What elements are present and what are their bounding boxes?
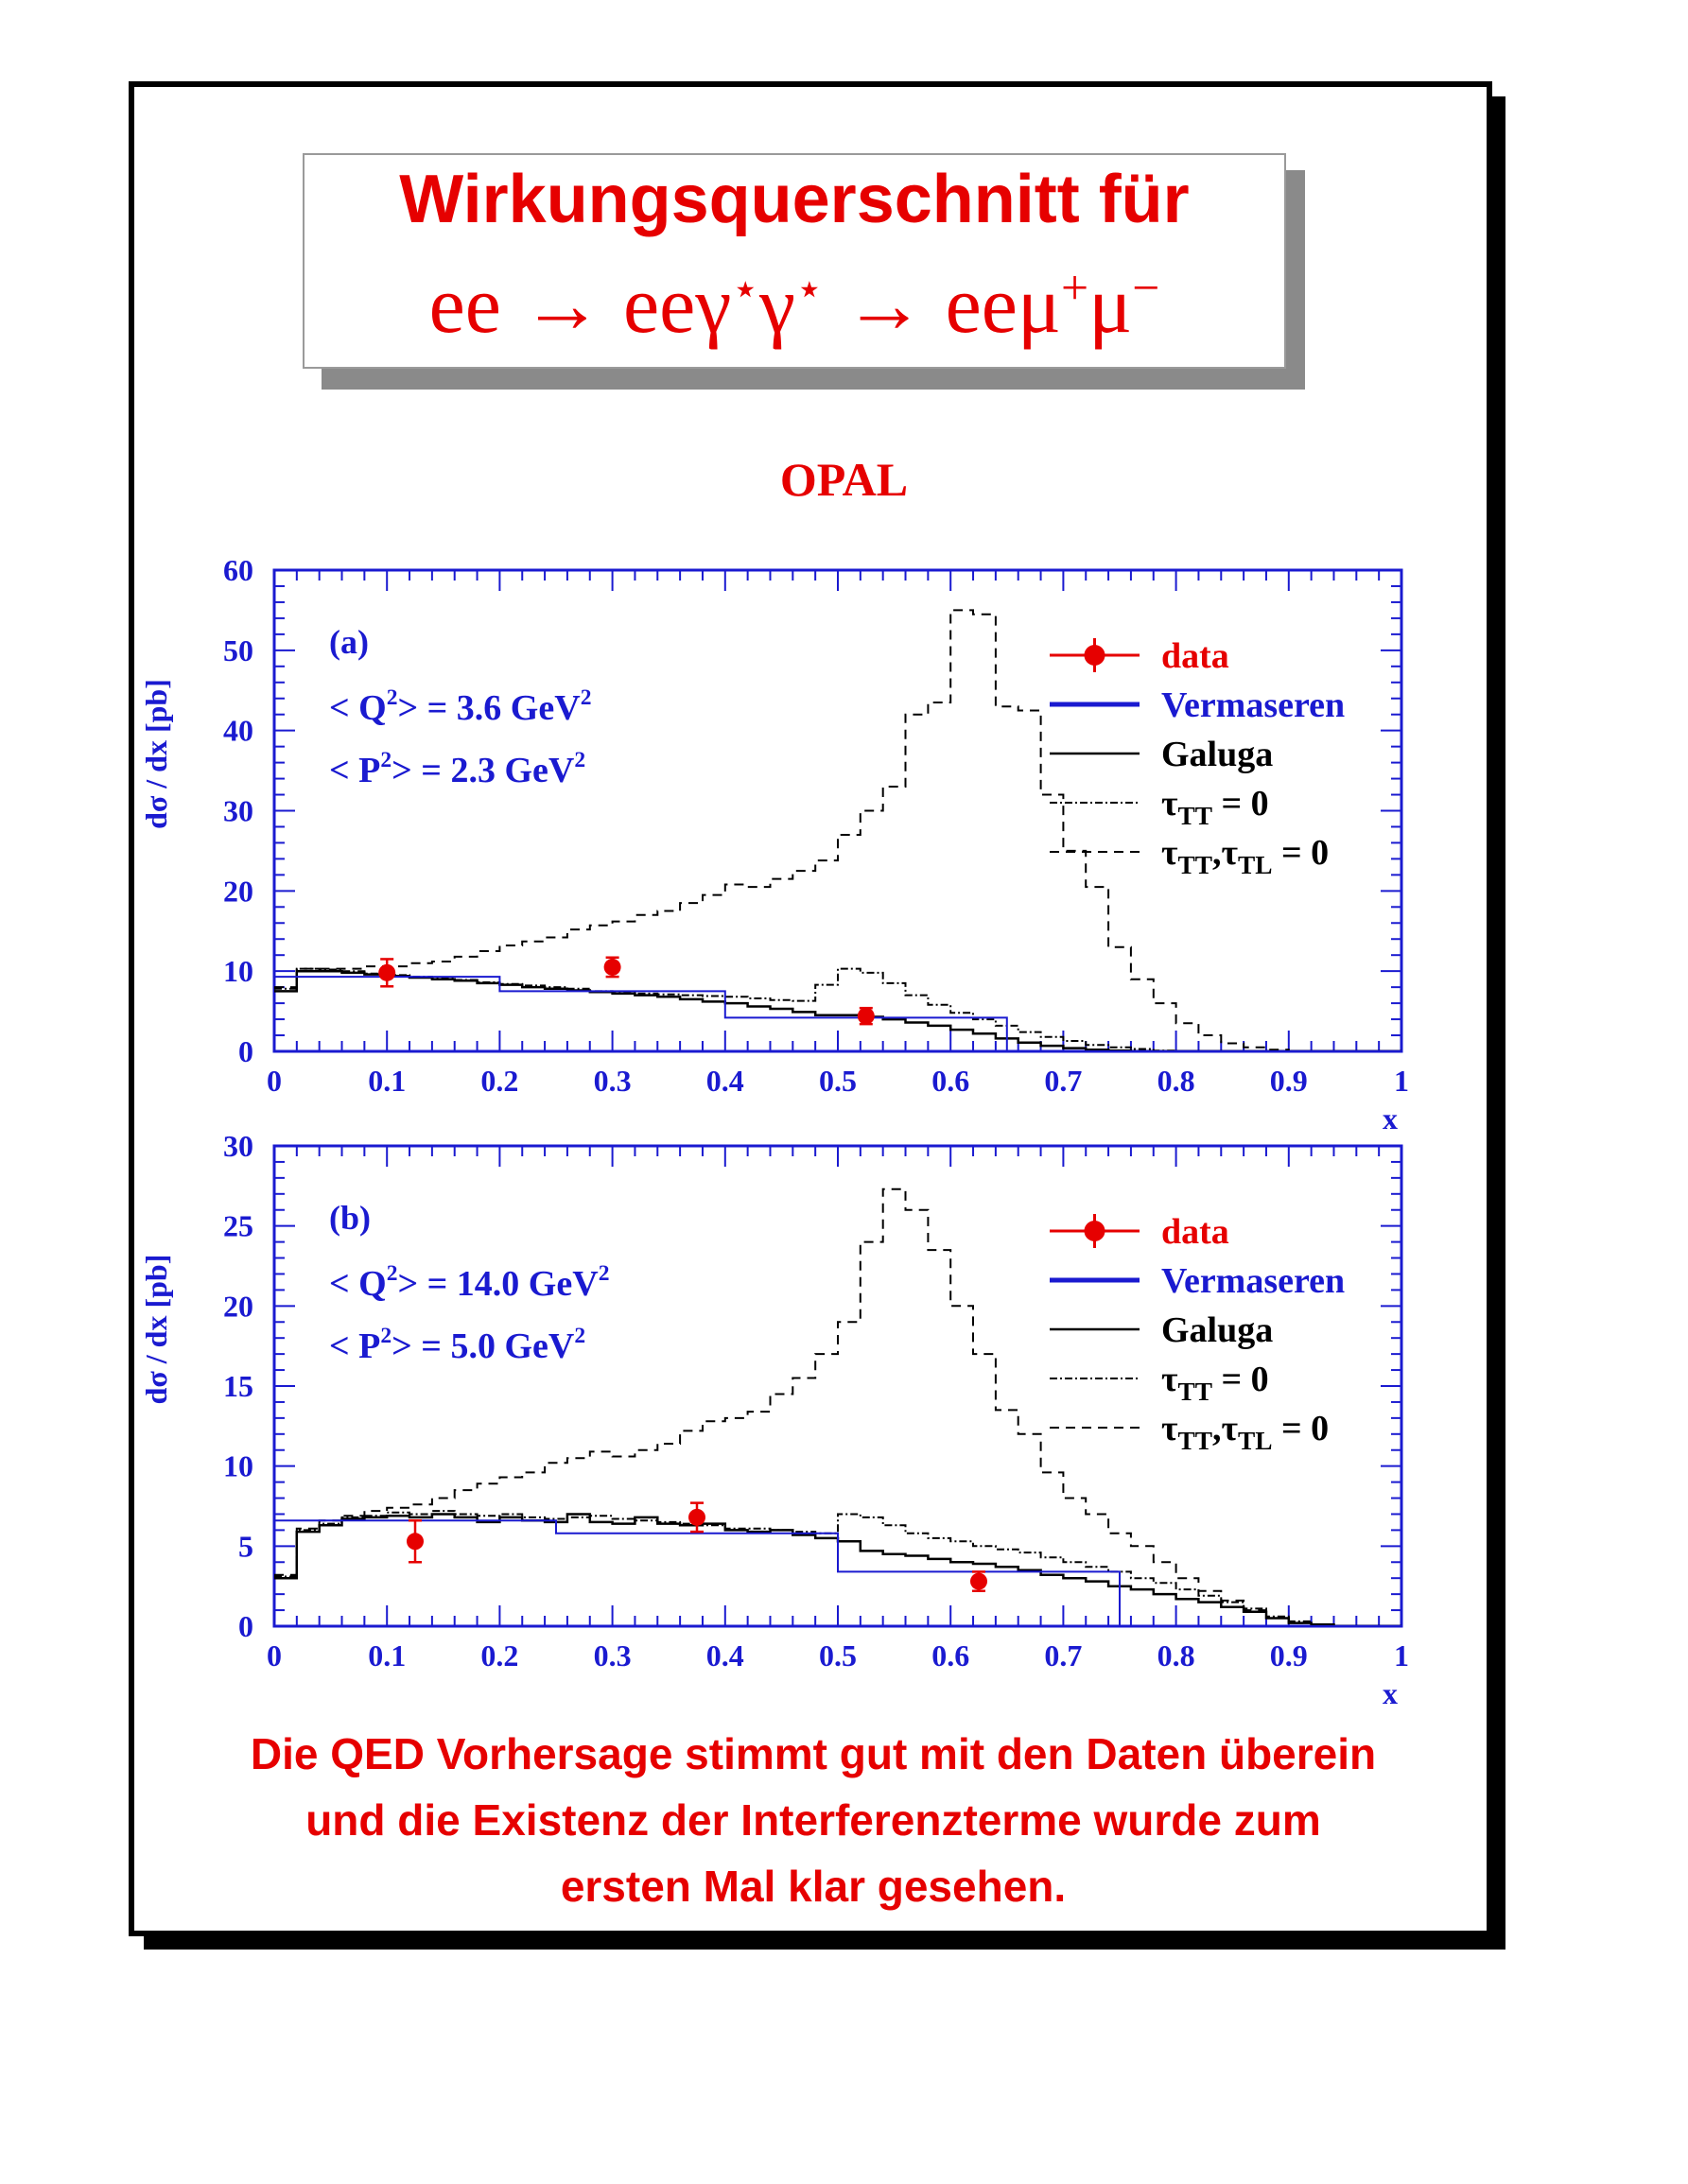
kinematics-label: < Q2> = 14.0 GeV2 [329, 1261, 609, 1304]
y-tick-label: 40 [223, 714, 253, 748]
y-tick-label: 15 [223, 1369, 253, 1403]
plot-area [274, 1187, 1401, 1626]
x-tick-label: 1 [1394, 1638, 1409, 1673]
plot-frame [272, 568, 1403, 1053]
y-tick-label: 10 [223, 954, 253, 988]
series-vermaseren [274, 976, 1401, 1051]
legend-data-marker [1084, 1221, 1105, 1241]
y-tick-label: 10 [223, 1449, 253, 1483]
footer-line-1: Die QED Vorhersage stimmt gut mit den Da… [250, 1729, 1377, 1778]
x-tick-label: 0.7 [1044, 1638, 1082, 1673]
x-tick-label: 0.6 [931, 1064, 969, 1098]
series-tau-tt-tl [274, 1187, 1401, 1626]
series-tau-tt [274, 967, 1401, 1051]
legend-galuga-label: Galuga [1161, 735, 1273, 774]
x-tick-label: 0.4 [706, 1638, 744, 1673]
title-reaction-end: → eeμ [823, 259, 1062, 350]
y-tick-label: 25 [223, 1209, 253, 1243]
x-tick-label: 0.2 [480, 1638, 518, 1673]
footer-line-2: und die Existenz der Interferenzterme wu… [305, 1795, 1321, 1845]
y-tick-label: 5 [238, 1529, 253, 1563]
x-tick-label: 0.1 [368, 1064, 406, 1098]
chart-panel-a: 0 0.1 0.2 0.3 0.4 0.5 0.6 0.7 0.8 0.9 101020304050… [139, 553, 1409, 1135]
legend-data-label: data [1161, 1212, 1229, 1252]
x-tick-label: 0.3 [594, 1064, 632, 1098]
plot-frame [272, 1144, 1403, 1628]
kinematics-label: < P2> = 2.3 GeV2 [329, 748, 585, 790]
y-tick-label: 30 [223, 1129, 253, 1163]
legend-vermaseren-label: Vermaseren [1161, 1261, 1345, 1301]
y-tick-label: 20 [223, 1289, 253, 1323]
x-tick-label: 0.8 [1157, 1064, 1195, 1098]
data-point [970, 1572, 987, 1590]
x-tick-label: 0.7 [1044, 1064, 1082, 1098]
footer-text: Die QED Vorhersage stimmt gut mit den Da… [142, 1721, 1485, 1919]
title-star-2: ⋆ [794, 265, 824, 315]
series-tau-tt-tl [274, 609, 1401, 1051]
legend-tau-tt-label: τTT = 0 [1161, 784, 1269, 830]
y-tick-label: 0 [238, 1034, 253, 1068]
x-tick-label: 0 [267, 1064, 282, 1098]
legend-data-label: data [1161, 636, 1229, 676]
panel-label: (b) [329, 1199, 371, 1237]
x-tick-label: 1 [1394, 1064, 1409, 1098]
kinematics-label: < Q2> = 3.6 GeV2 [329, 685, 591, 728]
chart-panel-b: 0 0.1 0.2 0.3 0.4 0.5 0.6 0.7 0.8 0.9 105101520253… [139, 1129, 1409, 1710]
x-axis-label: x [1383, 1676, 1398, 1710]
x-tick-label: 0.9 [1270, 1638, 1308, 1673]
x-tick-label: 0.9 [1270, 1064, 1308, 1098]
y-tick-label: 0 [238, 1609, 253, 1643]
x-tick-label: 0.5 [819, 1064, 857, 1098]
y-tick-label: 30 [223, 794, 253, 828]
panel-label: (a) [329, 623, 369, 661]
data-point [688, 1508, 705, 1526]
series-galuga [274, 969, 1401, 1051]
title-mu-2: μ [1088, 259, 1133, 350]
x-tick-label: 0.3 [594, 1638, 632, 1673]
title-line-1: Wirkungsquerschnitt für [399, 162, 1190, 237]
kinematics-label: < P2> = 5.0 GeV2 [329, 1324, 585, 1366]
x-tick-label: 0.2 [480, 1064, 518, 1098]
legend-tau-tt-tl-label: τTT,τTL = 0 [1161, 833, 1329, 879]
x-tick-label: 0 [267, 1638, 282, 1673]
x-tick-label: 0.4 [706, 1064, 744, 1098]
y-tick-label: 50 [223, 633, 253, 667]
title-mu-minus: − [1132, 261, 1160, 316]
x-tick-label: 0.8 [1157, 1638, 1195, 1673]
title-mu-plus: + [1061, 261, 1089, 316]
data-point [603, 958, 621, 976]
footer-line-3: ersten Mal klar gesehen. [560, 1862, 1067, 1911]
y-axis-label: dσ / dx [pb] [139, 679, 173, 829]
experiment-label: OPAL [779, 453, 909, 506]
data-point [407, 1533, 424, 1551]
y-tick-label: 60 [223, 553, 253, 587]
x-tick-label: 0.1 [368, 1638, 406, 1673]
legend-tau-tt-tl-label: τTT,τTL = 0 [1161, 1409, 1329, 1455]
legend-galuga-label: Galuga [1161, 1310, 1273, 1350]
x-tick-label: 0.5 [819, 1638, 857, 1673]
legend-tau-tt-label: τTT = 0 [1161, 1360, 1269, 1406]
legend-vermaseren-label: Vermaseren [1161, 685, 1345, 725]
series-vermaseren [274, 1519, 1401, 1626]
y-tick-label: 20 [223, 874, 253, 908]
data-point [857, 1007, 875, 1025]
title-star-1: ⋆ [731, 265, 759, 315]
series-galuga [274, 1513, 1401, 1626]
data-point [378, 963, 396, 981]
y-axis-label: dσ / dx [pb] [139, 1255, 173, 1405]
title-box: Wirkungsquerschnitt für ee → eeγ⋆γ⋆ → ee… [303, 153, 1286, 369]
legend-data-marker [1084, 645, 1105, 666]
x-tick-label: 0.6 [931, 1638, 969, 1673]
x-axis-label: x [1383, 1101, 1398, 1135]
title-reaction-start: ee → eeγ [428, 259, 732, 350]
title-line-2: ee → eeγ⋆γ⋆ → eeμ+μ− [305, 257, 1284, 352]
title-gamma-2: γ [758, 259, 795, 350]
plot-area [274, 609, 1401, 1051]
